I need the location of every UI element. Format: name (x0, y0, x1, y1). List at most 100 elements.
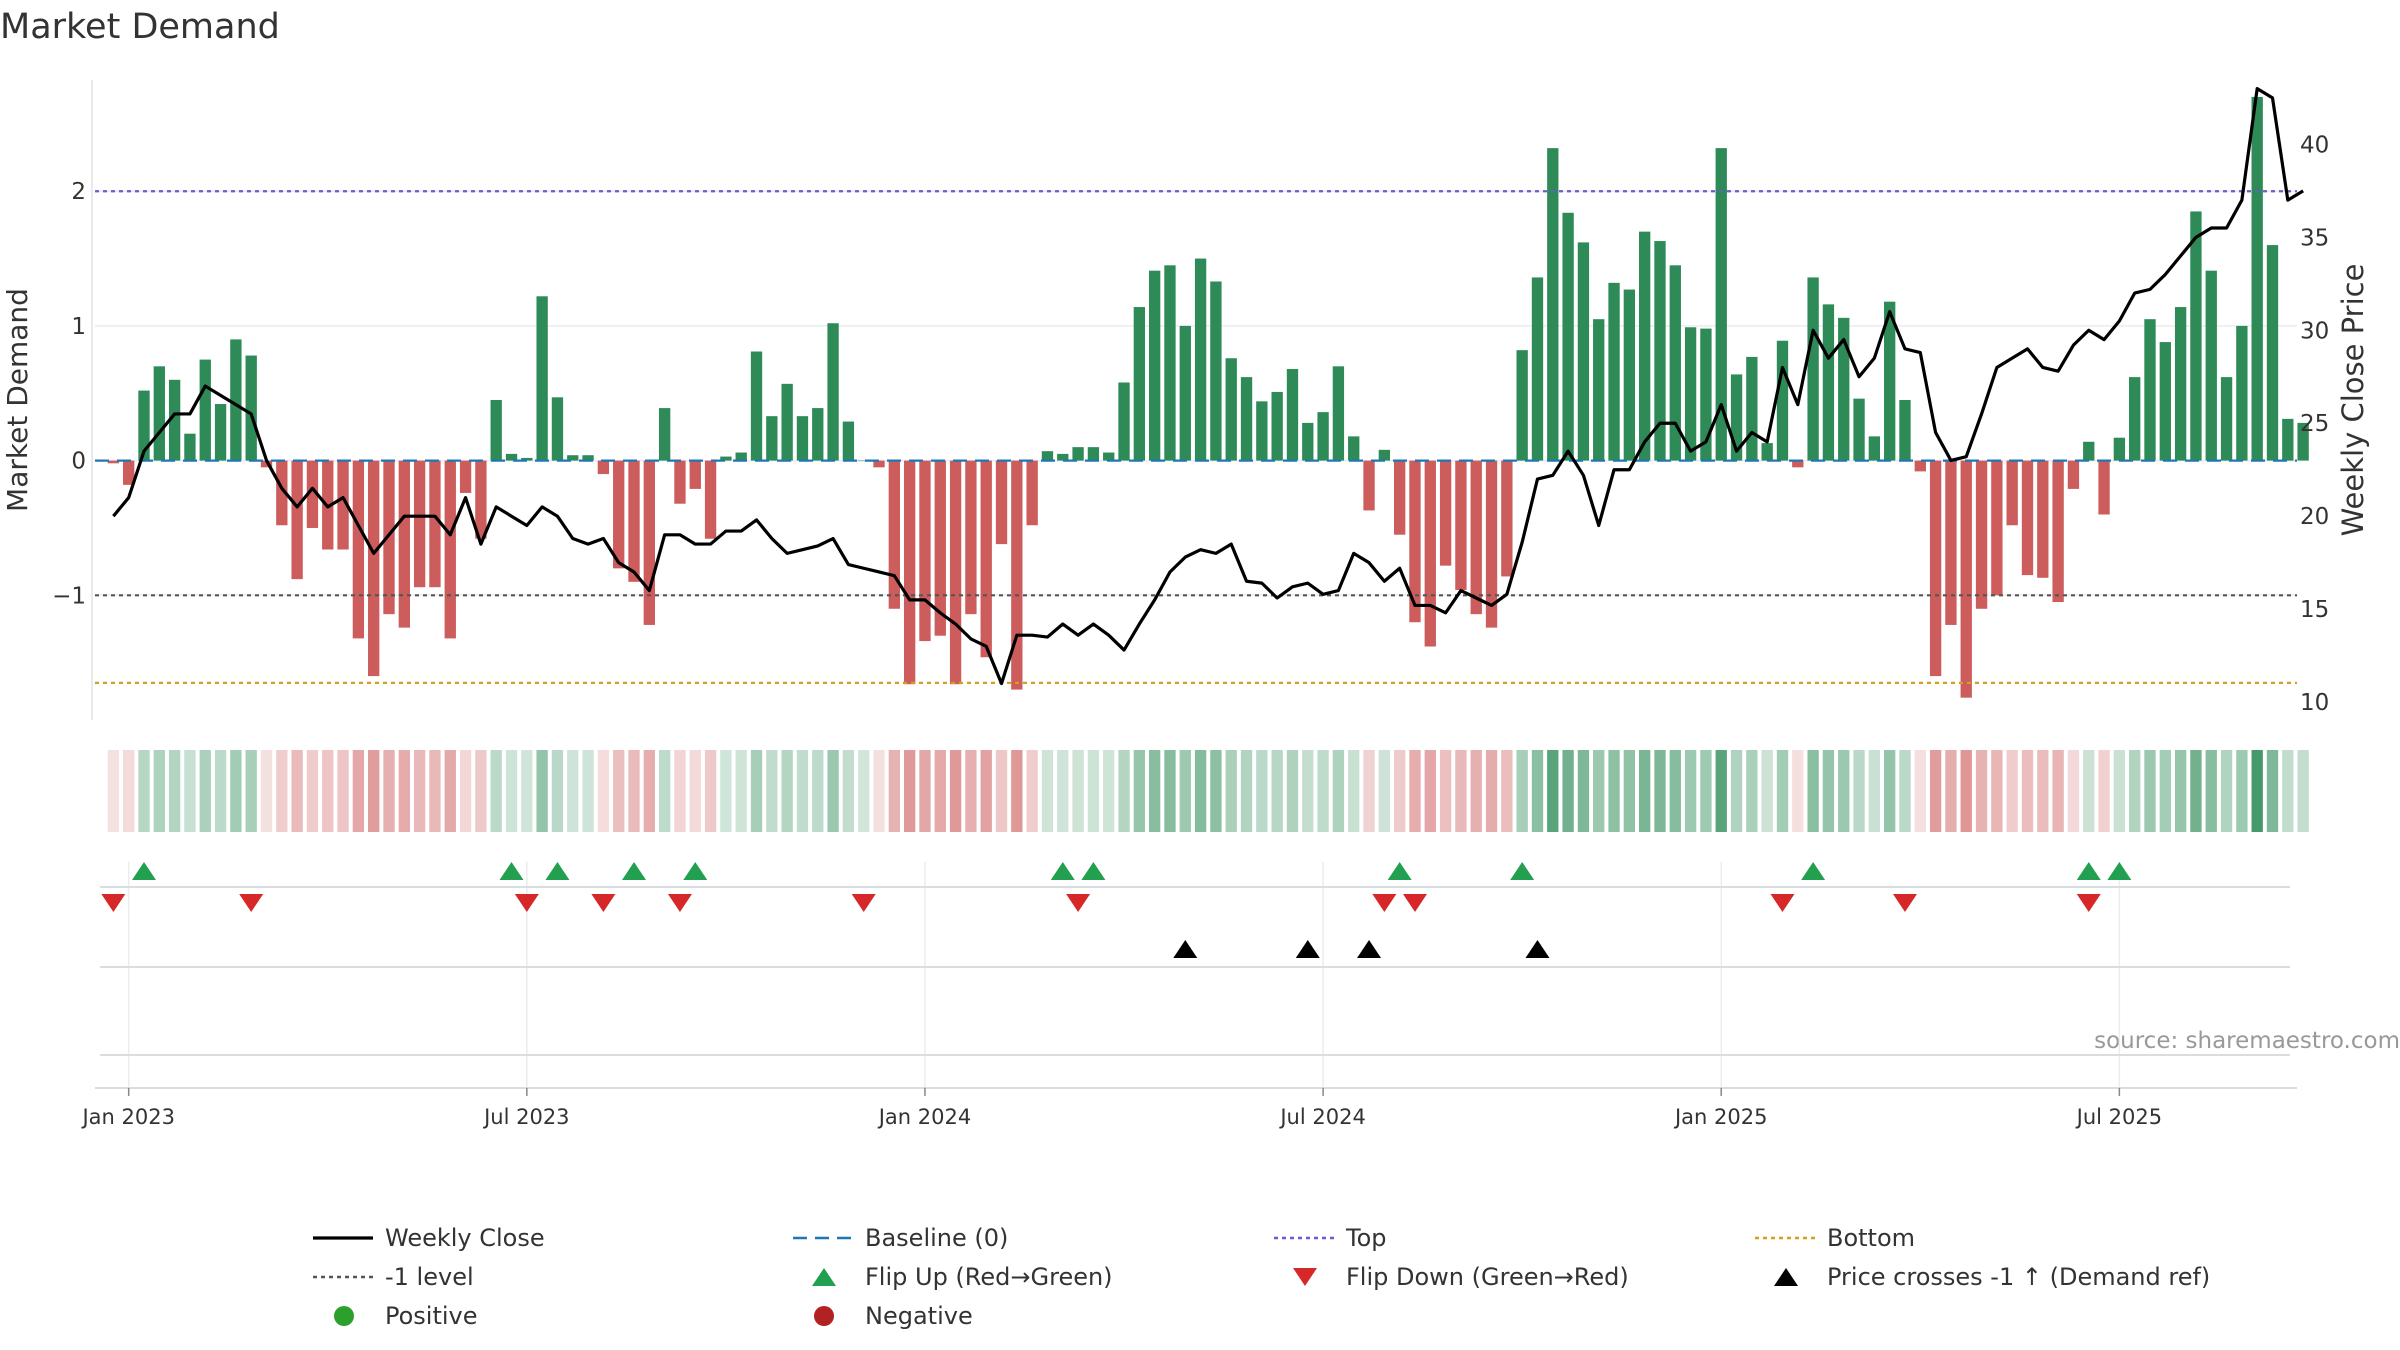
heat-cell (2266, 750, 2279, 832)
demand-bar (2159, 342, 2171, 461)
legend-swatch-price-cross (1774, 1268, 1798, 1286)
heat-cell (2052, 750, 2064, 832)
heat-cell (1118, 750, 1130, 832)
demand-bar (980, 460, 992, 658)
demand-bar (2220, 377, 2233, 461)
y2-tick-label: 25 (2300, 411, 2329, 437)
demand-bar (1746, 356, 1758, 461)
y-tick-label: 2 (71, 179, 86, 205)
heat-cell (1164, 750, 1176, 832)
demand-bar (1256, 401, 1268, 461)
demand-bar (1700, 328, 1712, 461)
y-tick-label: −1 (52, 583, 86, 609)
demand-bar (2067, 460, 2080, 489)
heat-cell (1348, 750, 1360, 832)
demand-bar (1593, 319, 1605, 461)
demand-bar (1562, 212, 1574, 461)
demand-bar (138, 390, 150, 461)
heat-cell (352, 750, 365, 832)
y2-tick-label: 30 (2300, 318, 2329, 344)
heat-cell (1439, 750, 1452, 832)
heat-cell (949, 750, 962, 832)
heat-cell (1256, 750, 1268, 832)
heat-cell (858, 750, 870, 832)
weekly-close-line (112, 86, 2304, 686)
flip-up-marker (1801, 862, 1826, 880)
heat-cell (1210, 750, 1222, 832)
heat-cell (1577, 750, 1590, 832)
heat-cell (2251, 750, 2263, 832)
flip-down-marker (667, 894, 692, 912)
flip-up-marker (683, 862, 708, 880)
heat-cell (1531, 750, 1544, 832)
demand-bar (306, 460, 319, 528)
legend-label: Price crosses -1 ↑ (Demand ref) (1827, 1263, 2210, 1291)
heat-cell (628, 750, 640, 832)
demand-bar (2083, 441, 2095, 461)
heat-cell (1684, 750, 1697, 832)
demand-bar (337, 460, 349, 550)
demand-bar (628, 460, 640, 582)
heat-cell (1409, 750, 1421, 832)
legend-item: Weekly Close (313, 1224, 545, 1252)
demand-bar (2037, 460, 2049, 578)
demand-bar (1332, 366, 1345, 461)
legend-label: -1 level (385, 1263, 474, 1291)
heat-cell (260, 750, 273, 832)
heat-cell (1332, 750, 1345, 832)
price-cross-marker (1357, 940, 1382, 958)
demand-bar (1011, 460, 1023, 690)
heat-cell (1011, 750, 1023, 832)
flip-down-marker (1892, 894, 1917, 912)
demand-bar (1286, 369, 1299, 461)
heat-cell (459, 750, 472, 832)
demand-bar (1669, 265, 1681, 461)
source-note: source: sharemaestro.com (2094, 1028, 2400, 1054)
demand-bar (1041, 451, 1054, 461)
legend-item: Baseline (0) (793, 1224, 1008, 1252)
demand-bar (949, 460, 962, 685)
heat-cell (1593, 750, 1605, 832)
x-tick-label: Jan 2024 (877, 1105, 972, 1129)
demand-bar (1455, 460, 1467, 590)
heat-cell (1072, 750, 1084, 832)
heat-cell (1057, 750, 1069, 832)
heat-cell (2297, 750, 2309, 832)
legend-item: Positive (334, 1302, 478, 1330)
heat-cell (1286, 750, 1299, 832)
legend-item: Bottom (1755, 1224, 1915, 1252)
demand-bar (444, 460, 456, 639)
legend-label: Top (1345, 1224, 1387, 1252)
price-cross-marker (1295, 940, 1320, 958)
demand-bar (2098, 460, 2110, 515)
demand-bar (1761, 443, 1773, 461)
heat-cell (1868, 750, 1881, 832)
demand-bar (168, 379, 181, 461)
heat-cell (138, 750, 150, 832)
legend-label: Flip Up (Red→Green) (865, 1263, 1113, 1291)
heat-cell (903, 750, 916, 832)
flip-up-marker (499, 862, 524, 880)
flip-down-marker (1066, 894, 1091, 912)
demand-bar (919, 460, 931, 642)
demand-bar (965, 460, 977, 615)
demand-bar (1194, 258, 1207, 461)
heat-cell (1041, 750, 1054, 832)
heat-cell (490, 750, 502, 832)
heat-cell (536, 750, 548, 832)
legend-label: Weekly Close (385, 1224, 545, 1252)
heat-cell (322, 750, 334, 832)
demand-bar (1133, 307, 1146, 461)
demand-bar (413, 460, 426, 588)
y2-tick-label: 35 (2300, 225, 2329, 251)
heat-cell (1991, 750, 2003, 832)
y2-tick-label: 10 (2300, 690, 2329, 716)
demand-bar (1225, 358, 1237, 461)
heat-cell (1026, 750, 1038, 832)
demand-bar (1118, 382, 1130, 461)
heat-cell (842, 750, 855, 832)
heat-cell (781, 750, 793, 832)
demand-bar (505, 453, 518, 461)
heat-cell (168, 750, 181, 832)
